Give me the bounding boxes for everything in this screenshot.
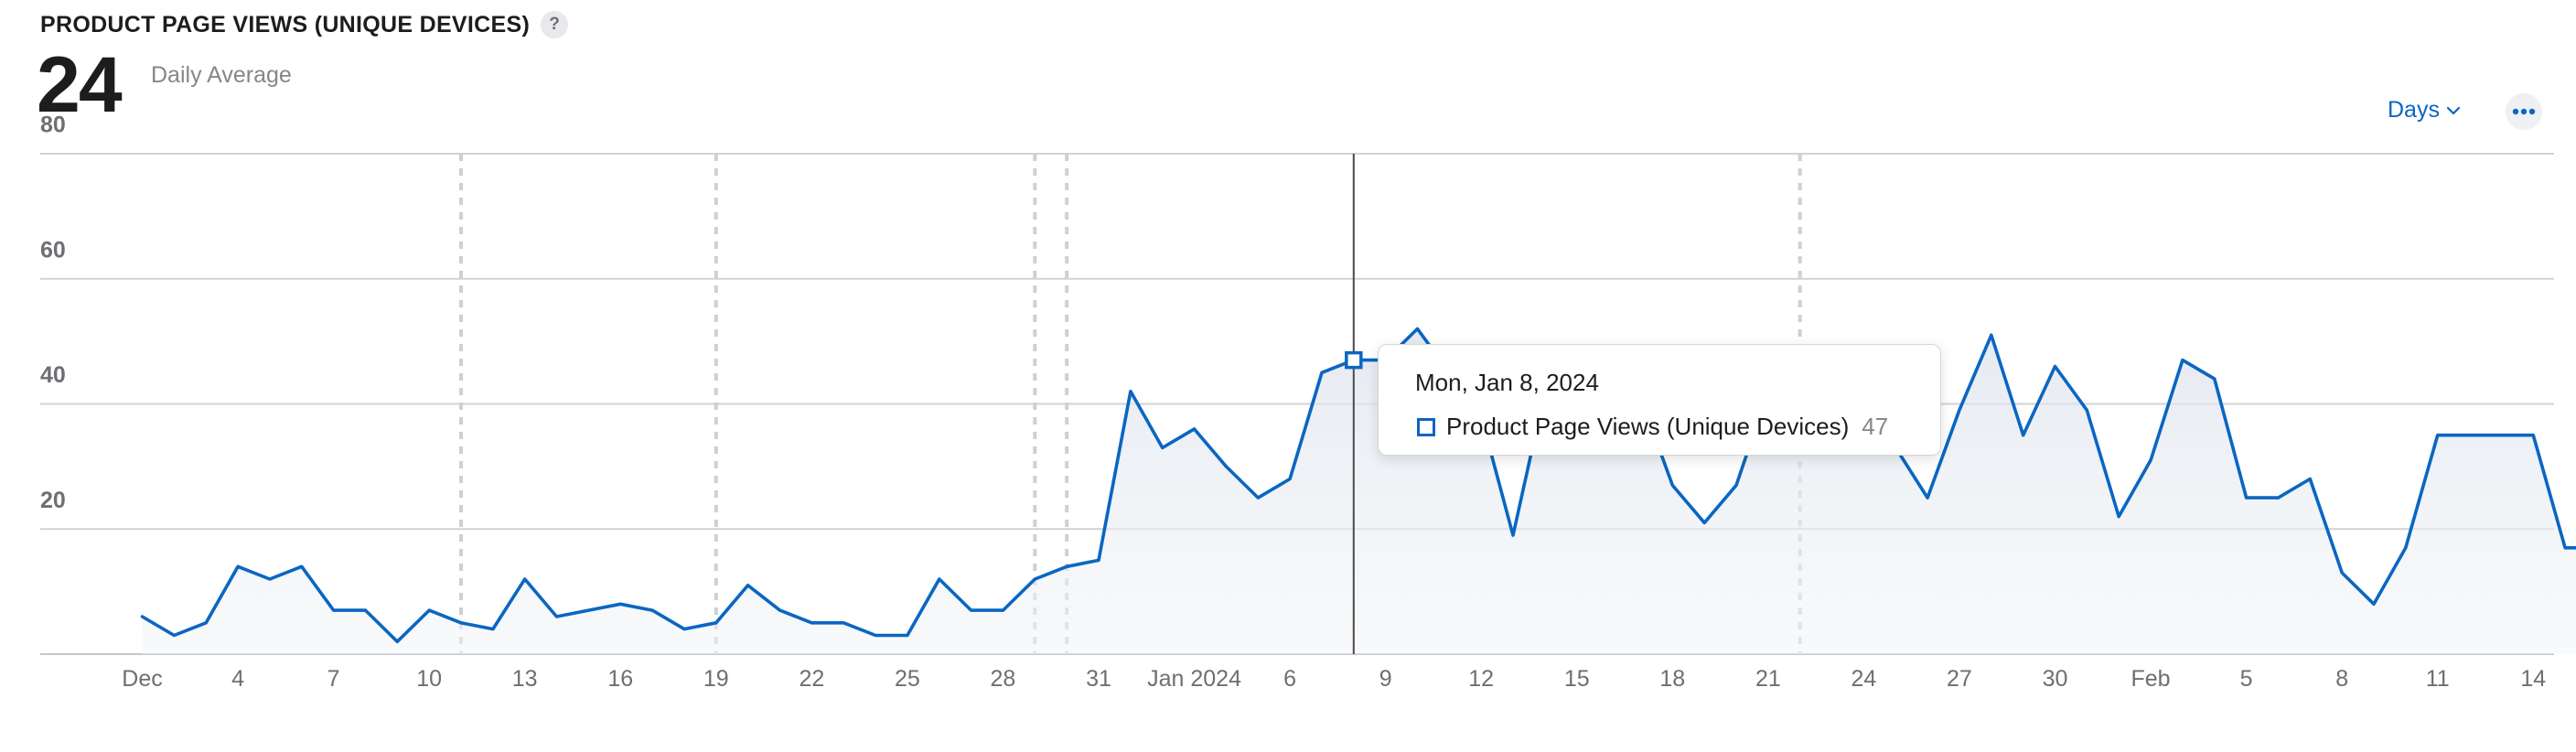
more-options-button[interactable] (2506, 93, 2542, 130)
x-tick-label: 7 (327, 666, 340, 692)
x-tick-label: 13 (512, 666, 538, 692)
x-tick-label: 22 (799, 666, 824, 692)
hover-point-marker (1345, 350, 1363, 370)
series-swatch-icon (1417, 417, 1435, 436)
x-tick-label: 5 (2240, 666, 2253, 692)
chart-tooltip: Mon, Jan 8, 2024 Product Page Views (Uni… (1378, 344, 1941, 456)
x-tick-label: 10 (416, 666, 442, 692)
y-tick-label: 80 (40, 113, 66, 138)
y-tick-label: 20 (40, 488, 66, 513)
x-tick-label: 4 (231, 666, 244, 692)
x-tick-label: 8 (2335, 666, 2348, 692)
tooltip-date: Mon, Jan 8, 2024 (1415, 369, 1599, 396)
x-tick-label: 9 (1379, 666, 1392, 692)
ellipsis-icon (2512, 108, 2536, 115)
x-tick-label: 19 (703, 666, 729, 692)
y-tick-label: 40 (40, 362, 66, 388)
x-tick-label: 11 (2426, 666, 2450, 692)
chart-header: PRODUCT PAGE VIEWS (UNIQUE DEVICES) ? (40, 11, 569, 38)
x-tick-label: 24 (1851, 666, 1876, 692)
x-tick-label: Dec (122, 666, 162, 692)
x-tick-label: 16 (607, 666, 633, 692)
tooltip-series-row: Product Page Views (Unique Devices) 47 (1417, 413, 1888, 441)
x-tick-label: 12 (1468, 666, 1494, 692)
chart-title: PRODUCT PAGE VIEWS (UNIQUE DEVICES) (40, 11, 531, 38)
daily-average-label: Daily Average (151, 62, 292, 88)
x-tick-label: 14 (2520, 666, 2546, 692)
daily-average-value: 24 (37, 41, 123, 129)
chevron-down-icon (2446, 106, 2461, 114)
tooltip-value: 47 (1862, 413, 1889, 440)
series-area (142, 328, 2576, 654)
x-tick-label: 27 (1947, 666, 1972, 692)
help-icon[interactable]: ? (541, 11, 569, 38)
x-tick-label: 28 (991, 666, 1016, 692)
tooltip-series-name: Product Page Views (Unique Devices) (1446, 413, 1850, 440)
x-tick-label: 31 (1086, 666, 1111, 692)
interval-label: Days (2388, 97, 2440, 123)
x-tick-label: 30 (2043, 666, 2068, 692)
x-tick-label: 6 (1283, 666, 1296, 692)
x-tick-label: 18 (1659, 666, 1685, 692)
x-tick-label: Jan 2024 (1147, 666, 1241, 692)
y-tick-label: 60 (40, 237, 66, 263)
x-tick-label: 25 (895, 666, 920, 692)
x-tick-label: Feb (2131, 666, 2171, 692)
interval-dropdown[interactable]: Days (2388, 97, 2462, 124)
x-tick-label: 21 (1755, 666, 1781, 692)
series-line[interactable] (140, 327, 2576, 644)
x-tick-label: 15 (1564, 666, 1590, 692)
